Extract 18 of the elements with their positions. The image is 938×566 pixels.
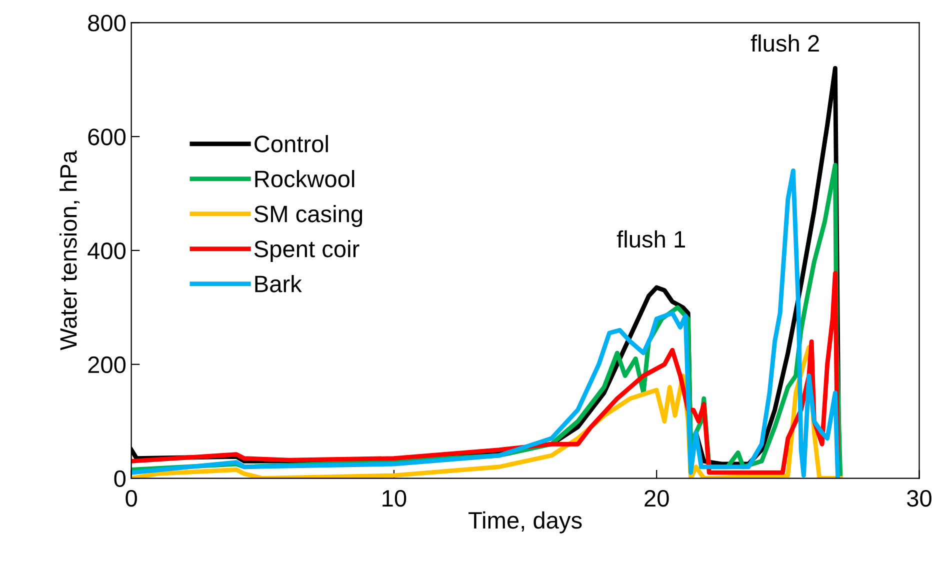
x-tick-label: 20 xyxy=(644,490,669,507)
y-axis-title: Water tension, hPa xyxy=(60,150,80,350)
y-tick-label: 400 xyxy=(88,242,126,260)
x-axis-title: Time, days xyxy=(468,511,582,534)
legend-label: Control xyxy=(254,135,328,152)
x-tick-label: 10 xyxy=(382,490,406,507)
annotation: flush 1 xyxy=(616,230,685,248)
y-tick-label: 800 xyxy=(88,14,126,32)
annotation: flush 2 xyxy=(750,34,819,52)
y-tick-label: 0 xyxy=(114,470,126,488)
x-tick-label: 0 xyxy=(126,490,137,507)
legend-label: Bark xyxy=(255,275,302,292)
x-tick-label: 30 xyxy=(907,490,932,507)
legend-label: Spent coir xyxy=(254,240,360,262)
legend-label: Rockwool xyxy=(255,170,354,188)
y-tick-label: 200 xyxy=(88,356,126,374)
legend-label: SM casing xyxy=(254,205,362,228)
y-tick-label: 600 xyxy=(88,128,126,146)
